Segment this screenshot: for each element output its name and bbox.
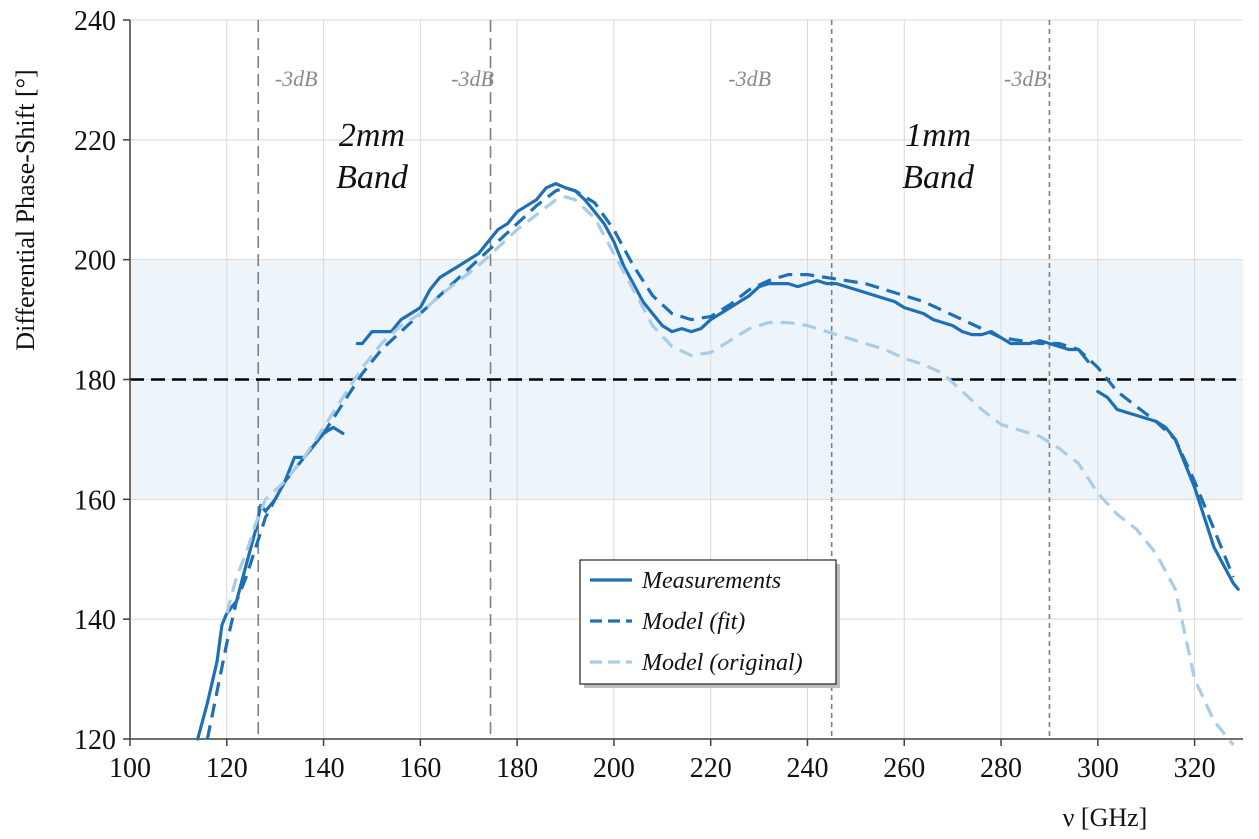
db-label: -3dB [275,66,318,91]
y-tick-label: 140 [74,605,116,636]
x-tick-label: 300 [1077,753,1119,784]
legend-label: Model (original) [641,650,803,676]
legend-label: Measurements [641,568,781,594]
db-label: -3dB [1004,66,1047,91]
y-tick-label: 200 [74,246,116,277]
x-tick-label: 240 [786,753,828,784]
series-line [355,182,1090,364]
band-label-line2: Band [336,159,409,196]
x-tick-label: 160 [399,753,441,784]
x-tick-label: 120 [206,753,248,784]
y-tick-label: 120 [74,725,116,756]
band-label-line1: 1mm [905,117,971,154]
reference-lines [130,20,1243,739]
y-tick-label: 220 [74,126,116,157]
x-tick-label: 200 [593,753,635,784]
x-tick-label: 100 [109,753,151,784]
db-label: -3dB [728,66,771,91]
x-axis-title: ν [GHz] [1063,803,1148,832]
y-tick-label: 180 [74,366,116,397]
legend-label: Model (fit) [641,609,745,635]
x-tick-label: 220 [690,753,732,784]
legend: Measurements Model (fit) Model (original) [579,559,840,688]
db-label: -3dB [451,66,494,91]
y-axis-title: Differential Phase-Shift [°] [11,69,40,350]
series-line [205,186,1235,740]
data-series [196,182,1240,747]
series-line [1096,389,1240,591]
annotations: Differential Phase-Shift [°] ν [GHz] -3d… [11,66,1147,832]
band-label-line2: Band [902,159,975,196]
y-tick-label: 240 [74,6,116,37]
x-tick-label: 320 [1174,753,1216,784]
series-line [225,195,1235,747]
x-tick-label: 280 [980,753,1022,784]
y-tick-label: 160 [74,485,116,516]
x-tick-label: 260 [883,753,925,784]
band-label-line1: 2mm [339,117,405,154]
x-tick-label: 180 [496,753,538,784]
x-tick-label: 140 [303,753,345,784]
